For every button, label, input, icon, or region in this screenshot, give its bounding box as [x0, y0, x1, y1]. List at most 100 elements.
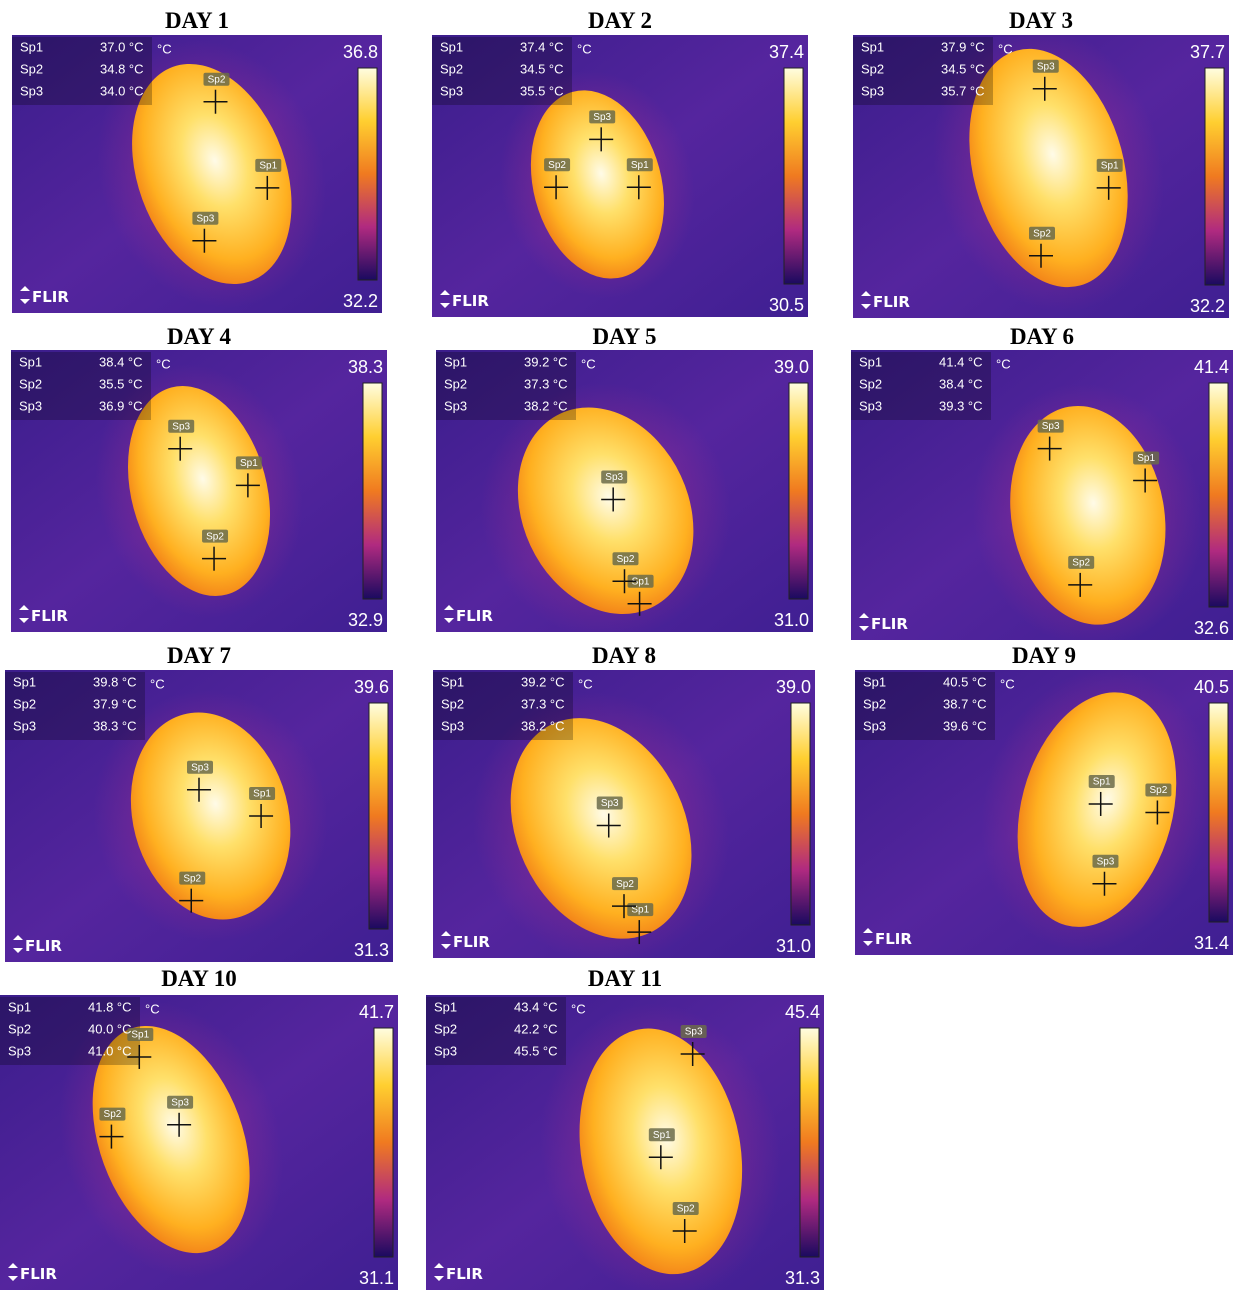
spot-temp: 39.6 °C: [943, 718, 987, 733]
spot-temp: 37.9 °C: [93, 696, 137, 711]
spot-tag-box: [249, 787, 276, 800]
spot-tag: Sp1: [1093, 777, 1111, 788]
thermal-image: Sp1 39.2 °C Sp1 Sp2 37.3 °C Sp2 Sp3 38.2 °C Sp3 °…: [433, 670, 815, 958]
spot-name: Sp3: [861, 83, 884, 98]
spot-name: Sp2: [13, 696, 36, 711]
scale-min: 32.2: [343, 291, 378, 311]
spot-name: Sp3: [859, 398, 882, 413]
spot-name: Sp2: [440, 61, 463, 76]
readout-box: [12, 37, 152, 105]
thermal-image: Sp1 37.4 °C Sp1 Sp2 34.5 °C Sp2 Sp3 35.5 °C Sp3 °…: [432, 35, 808, 317]
scale-bar: [373, 1027, 394, 1258]
spot-temp: 34.8 °C: [100, 61, 144, 76]
logo: FLIR: [25, 937, 62, 955]
scale-bar: [1208, 702, 1229, 923]
logo: FLIR: [32, 288, 69, 306]
spot-name: Sp2: [441, 696, 464, 711]
spot-temp: 38.2 °C: [524, 398, 568, 413]
spot-temp: 37.3 °C: [524, 376, 568, 391]
scale-min: 31.0: [774, 610, 809, 630]
spot-tag-box: [1088, 774, 1115, 788]
spot-tag-box: [680, 1025, 707, 1038]
spot-name: Sp1: [444, 354, 467, 369]
spot-tag: Sp1: [653, 1130, 671, 1141]
spot-temp: 38.4 °C: [939, 376, 983, 391]
scale-min: 32.9: [348, 610, 383, 630]
scale-min: 32.6: [1194, 618, 1229, 638]
unit: °C: [150, 676, 165, 691]
thermal-image: Sp1 43.4 °C Sp1 Sp2 42.2 °C Sp2 Sp3 45.5 °C Sp3 °…: [426, 995, 824, 1290]
spot-name: Sp3: [444, 398, 467, 413]
spot-temp: 34.5 °C: [520, 61, 564, 76]
thermal-image: Sp1 40.5 °C Sp1 Sp2 38.7 °C Sp2 Sp3 39.6 °C Sp3 °…: [855, 670, 1233, 955]
scale-bar: [783, 67, 804, 285]
logo: FLIR: [871, 615, 908, 633]
unit: °C: [998, 41, 1013, 56]
spot-name: Sp1: [861, 39, 884, 54]
panel-title: DAY 2: [588, 8, 652, 33]
unit: °C: [571, 1001, 586, 1016]
spot-tag-box: [187, 760, 213, 774]
spot-tag-box: [1096, 158, 1123, 172]
panel-title: DAY 1: [165, 8, 229, 33]
spot-name: Sp1: [441, 674, 464, 689]
scale-max: 39.0: [776, 677, 811, 697]
scale-bar: [799, 1027, 820, 1258]
unit: °C: [1000, 676, 1015, 691]
spot-temp: 40.5 °C: [943, 674, 987, 689]
unit: °C: [157, 41, 172, 56]
spot-temp: 43.4 °C: [514, 999, 558, 1014]
logo: FLIR: [456, 607, 493, 625]
spot-temp: 38.3 °C: [93, 718, 137, 733]
readout-box: [436, 352, 576, 420]
fruit: [1010, 405, 1166, 625]
fruit: [127, 386, 271, 596]
scale-min: 32.2: [1190, 296, 1225, 316]
spot-tag: Sp2: [1150, 785, 1168, 796]
logo-icon: [859, 613, 869, 631]
spot-name: Sp3: [20, 83, 43, 98]
spot-tag: Sp2: [548, 160, 566, 171]
logo-icon: [863, 928, 873, 946]
panel-title: DAY 3: [1009, 8, 1073, 33]
logo: FLIR: [452, 292, 489, 310]
spot-name: Sp1: [20, 39, 43, 54]
spot-tag-box: [601, 470, 628, 484]
spot-tag-box: [1092, 854, 1119, 868]
spot-temp: 39.2 °C: [524, 354, 568, 369]
spot-tag-box: [202, 529, 229, 543]
readout-box: [11, 352, 151, 420]
spot-name: Sp1: [440, 39, 463, 54]
spot-tag-box: [626, 158, 653, 172]
scale-bar: [368, 702, 389, 930]
spot-tag: Sp1: [631, 905, 649, 916]
spot-tag: Sp3: [197, 213, 215, 224]
spot-tag: Sp3: [1097, 856, 1115, 867]
scale-min: 31.1: [359, 1268, 394, 1288]
spot-tag: Sp2: [183, 873, 201, 884]
scale-min: 31.3: [785, 1268, 820, 1288]
unit: °C: [996, 356, 1011, 371]
spot-tag: Sp1: [1137, 453, 1155, 464]
spot-temp: 34.0 °C: [100, 83, 144, 98]
fruit: [510, 718, 692, 939]
spot-name: Sp1: [863, 674, 886, 689]
logo: FLIR: [873, 293, 910, 311]
readout-box: [851, 352, 991, 420]
scale-min: 31.3: [354, 940, 389, 960]
panel-title: DAY 11: [588, 966, 662, 991]
scale-max: 40.5: [1194, 677, 1229, 697]
panel-title: DAY 7: [167, 643, 231, 668]
spot-tag-box: [127, 1027, 154, 1041]
spot-name: Sp3: [441, 718, 464, 733]
spot-temp: 36.9 °C: [99, 398, 143, 413]
spot-name: Sp3: [13, 718, 36, 733]
spot-tag: Sp2: [617, 554, 635, 565]
fruit: [1017, 692, 1177, 927]
fruit: [517, 407, 694, 614]
logo-icon: [440, 290, 450, 308]
spot-name: Sp3: [8, 1043, 31, 1058]
spot-tag: Sp1: [131, 1030, 149, 1041]
spot-tag: Sp3: [593, 112, 611, 123]
